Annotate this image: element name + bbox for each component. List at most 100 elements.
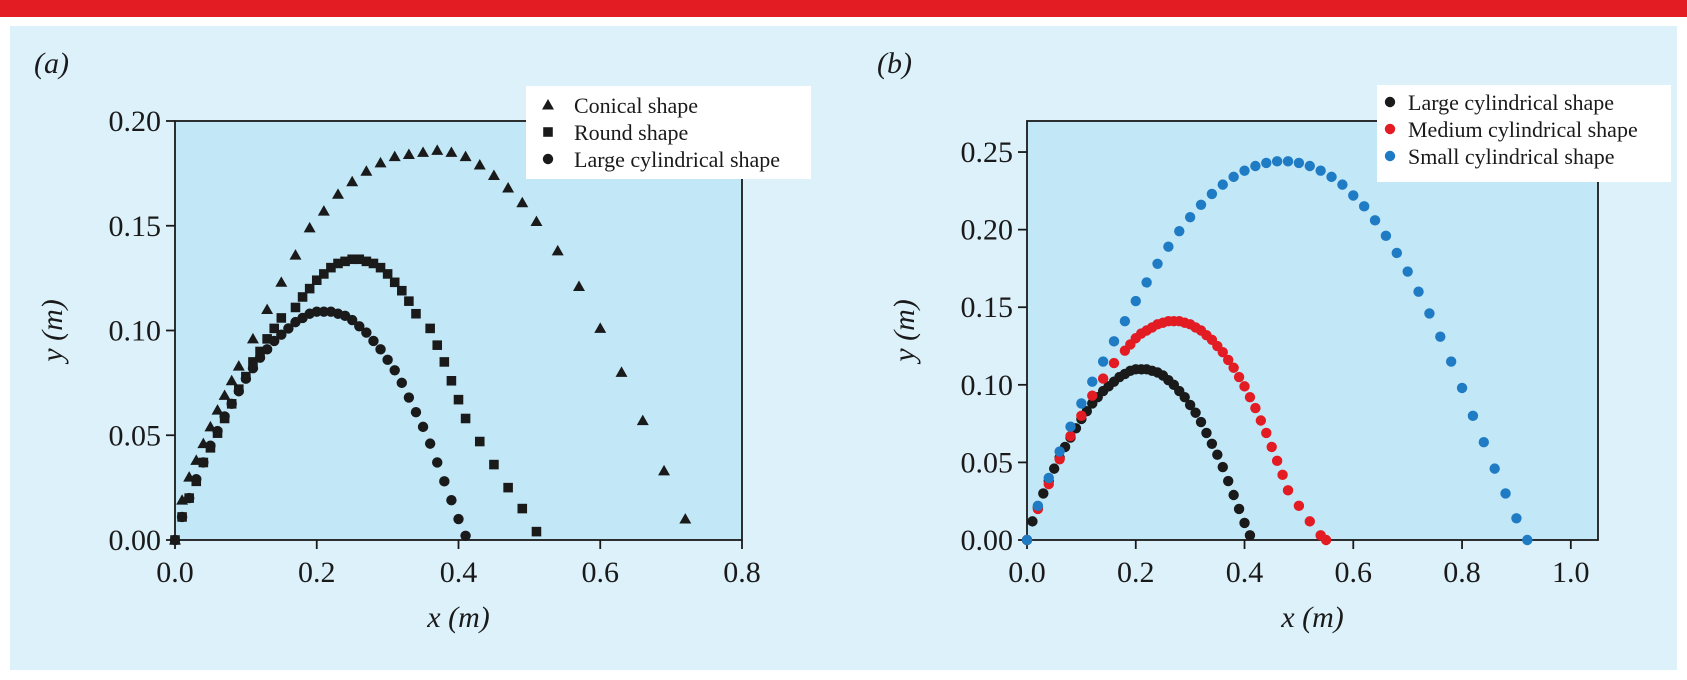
data-point-b-3 [1380,230,1392,242]
x-tick-label-a: 0.0 [156,556,194,589]
data-point-b-2 [1233,371,1245,383]
data-point-b-2 [1277,469,1288,481]
data-point-a-2 [432,340,443,350]
data-point-b-1 [1038,488,1049,499]
data-point-b-3 [1435,331,1446,342]
series-a-3 [169,306,471,546]
data-point-b-3 [1413,286,1424,297]
data-point-b-2 [1266,441,1277,453]
data-point-b-3 [1500,488,1511,499]
data-point-a-1 [360,165,373,176]
legend-box-b [1377,85,1671,182]
data-point-a-3 [368,335,379,347]
data-point-b-3 [1250,160,1261,172]
data-point-a-2 [326,262,336,273]
legend-marker-b-2 [1384,123,1396,135]
data-point-b-1 [1179,392,1190,403]
data-point-a-1 [636,414,649,426]
data-point-b-3 [1108,336,1120,347]
panel-label-a: (a) [34,47,69,80]
data-point-b-3 [1402,266,1413,277]
data-point-a-3 [439,476,450,487]
legend-marker-b-1 [1384,96,1396,108]
data-point-a-1 [289,249,302,260]
data-point-b-2 [1244,392,1256,403]
legend-marker-b-3 [1384,150,1396,162]
data-point-b-1 [1233,503,1245,515]
data-point-a-3 [460,530,471,542]
data-point-a-3 [396,377,407,389]
panel-label-b: (b) [877,47,912,80]
x-tick-label-b: 0.2 [1117,556,1155,589]
data-point-a-3 [169,534,181,546]
data-point-a-1 [679,513,692,524]
data-point-a-2 [397,285,407,296]
data-point-b-1 [1228,489,1239,501]
data-point-a-2 [489,459,499,470]
y-tick-label-a: 0.20 [109,105,162,138]
data-point-a-2 [439,357,450,367]
chart-b: (b) 0.0 0.2 0.4 0.6 0.8 1.0 0.00 0.05 0.10 0.15 0.2… [877,47,1671,634]
data-point-b-2 [1217,347,1228,358]
data-point-a-2 [382,269,393,279]
series-b-3 [1021,156,1533,546]
data-point-a-2 [368,258,379,269]
data-point-a-1 [459,150,472,162]
x-tick-label-b: 1.0 [1552,556,1590,589]
legend-marker-a-1 [542,99,554,110]
data-point-a-1 [594,322,607,333]
data-point-b-3 [1217,179,1228,190]
data-point-a-2 [361,256,372,267]
x-tick-label-a: 0.4 [440,556,478,589]
data-point-a-1 [218,389,231,400]
legend-label-a-3: Large cylindrical shape [574,147,780,172]
data-point-b-1 [1212,449,1223,460]
data-point-a-3 [453,513,464,525]
data-point-a-1 [417,146,430,157]
data-point-b-1 [1048,463,1060,474]
y-tick-label-b: 0.15 [961,291,1014,324]
data-point-a-1 [473,159,486,170]
data-point-b-2 [1271,455,1283,467]
data-point-a-3 [361,327,372,338]
y-axis-title-a: y (m) [36,299,69,364]
data-point-a-3 [375,344,386,355]
legend-label-a-1: Conical shape [574,93,698,118]
data-point-a-1 [317,205,330,216]
x-tick-label-b: 0.8 [1443,556,1481,589]
data-point-a-3 [198,457,209,468]
data-point-b-3 [1065,421,1076,432]
data-point-a-1 [530,215,543,227]
data-point-a-3 [254,352,266,363]
data-point-a-3 [183,492,195,504]
data-point-a-2 [389,277,400,288]
legend-label-b-3: Small cylindrical shape [1408,144,1615,169]
x-tick-label-a: 0.6 [582,556,620,589]
data-point-b-3 [1522,534,1533,546]
data-point-b-3 [1076,398,1087,409]
top-red-bar [0,0,1687,17]
data-point-a-3 [346,314,358,326]
data-point-a-2 [248,357,258,367]
data-point-b-3 [1271,156,1283,167]
x-axis-title-b: x (m) [1280,601,1343,634]
data-point-b-3 [1391,247,1402,259]
data-point-b-3 [1348,190,1359,201]
data-point-a-3 [226,398,237,410]
plot-area-a [174,120,743,541]
data-point-b-3 [1032,500,1044,512]
y-tick-label-b: 0.05 [961,446,1014,479]
data-point-a-1 [211,404,224,415]
data-point-b-3 [1445,356,1457,367]
data-point-a-2 [354,254,365,265]
data-point-a-2 [411,308,421,319]
data-point-b-2 [1239,381,1250,392]
data-point-a-1 [516,196,529,208]
data-point-a-1 [232,360,245,371]
data-point-a-2 [425,323,435,334]
data-point-b-2 [1097,373,1109,384]
y-tick-label-b: 0.00 [961,524,1014,557]
data-point-a-1 [658,464,671,476]
legend-marker-a-2 [543,127,553,137]
data-point-a-3 [446,494,457,506]
